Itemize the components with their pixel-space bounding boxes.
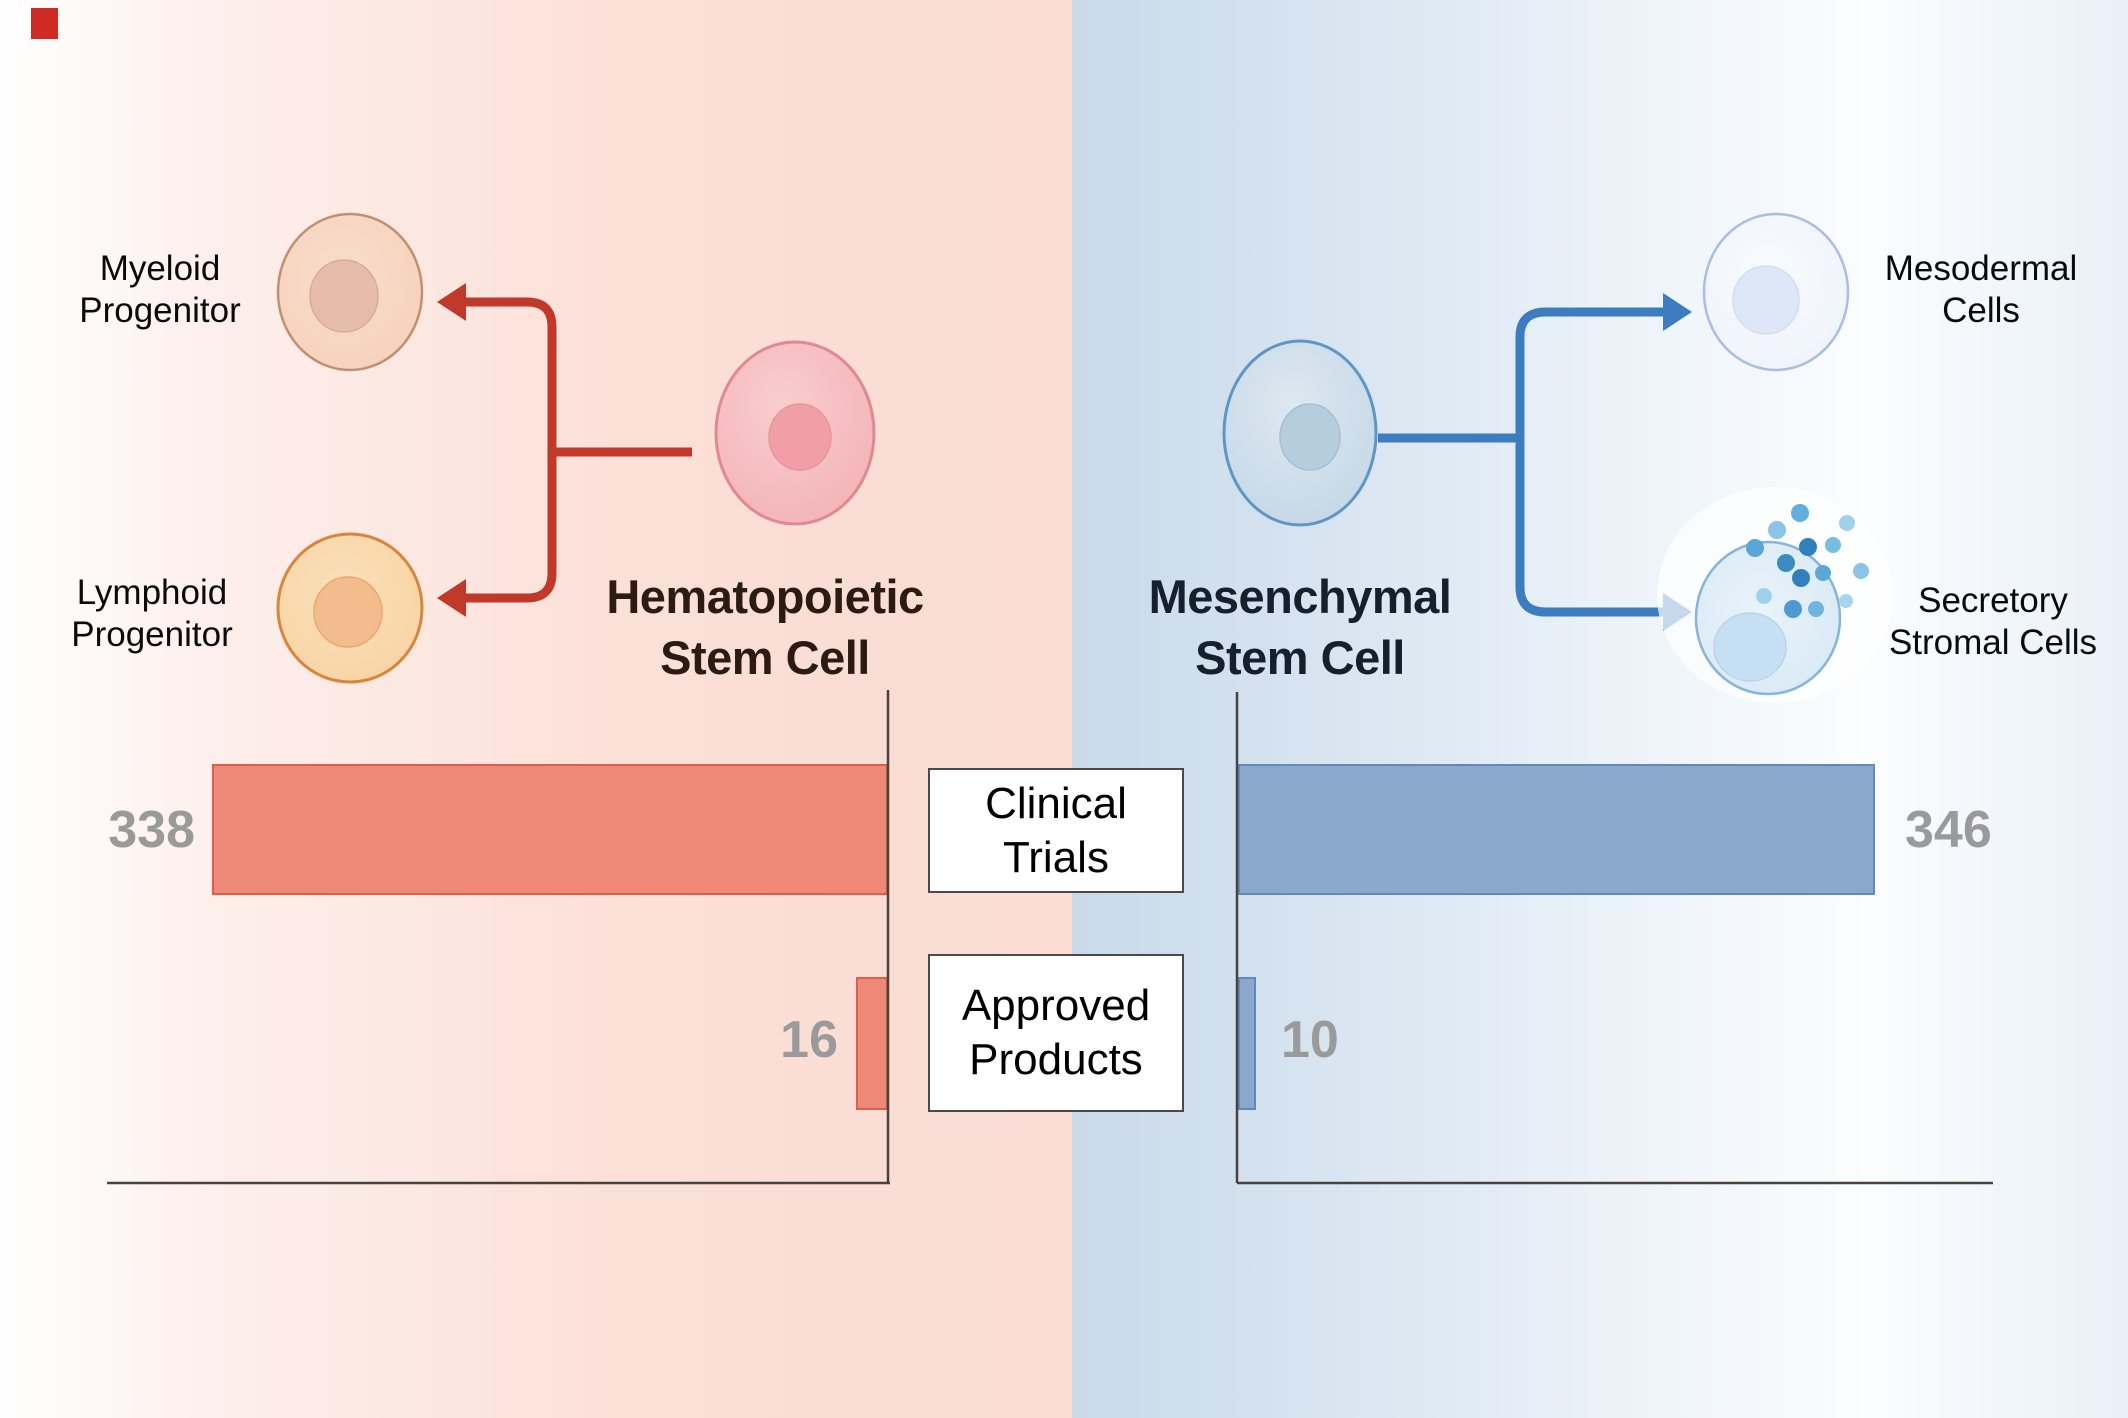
label-line: Secretory bbox=[1918, 581, 2068, 620]
value-hsc-approved-products: 16 bbox=[780, 1011, 838, 1069]
bar-hsc-clinical bbox=[212, 764, 888, 895]
title-line: Stem Cell bbox=[660, 631, 870, 684]
label-line: Myeloid bbox=[99, 249, 221, 288]
value-msc-clinical-trials: 346 bbox=[1905, 801, 1992, 859]
label-myeloid-progenitor: Myeloid Progenitor bbox=[10, 248, 310, 332]
bar-hsc-approved bbox=[856, 977, 888, 1110]
label-secretory-stromal-cells: Secretory Stromal Cells bbox=[1833, 580, 2128, 664]
label-line: Progenitor bbox=[79, 291, 241, 330]
bar-msc-approved bbox=[1238, 977, 1256, 1110]
hsc-panel-title: Hematopoietic Stem Cell bbox=[505, 566, 1025, 688]
label-line: Mesodermal bbox=[1884, 249, 2078, 288]
red-corner-mark bbox=[31, 8, 58, 39]
hsc-panel-background bbox=[0, 0, 1072, 1418]
title-line: Mesenchymal bbox=[1148, 570, 1452, 623]
approved-products-label: Approved Products bbox=[961, 981, 1151, 1084]
value-msc-approved-products: 10 bbox=[1281, 1011, 1339, 1069]
approved-products-box: Approved Products bbox=[928, 954, 1184, 1112]
label-mesodermal-cells: Mesodermal Cells bbox=[1831, 248, 2128, 332]
bar-msc-clinical bbox=[1238, 764, 1875, 895]
msc-panel-title: Mesenchymal Stem Cell bbox=[1040, 566, 1560, 688]
title-line: Stem Cell bbox=[1195, 631, 1405, 684]
label-line: Progenitor bbox=[71, 615, 233, 654]
title-line: Hematopoietic bbox=[606, 570, 924, 623]
label-line: Stromal Cells bbox=[1888, 623, 2098, 662]
label-line: Lymphoid bbox=[76, 573, 228, 612]
label-line: Cells bbox=[1942, 291, 2020, 330]
clinical-trials-box: Clinical Trials bbox=[928, 768, 1184, 893]
label-lymphoid-progenitor: Lymphoid Progenitor bbox=[2, 572, 302, 656]
msc-panel-background bbox=[1072, 0, 2128, 1418]
value-hsc-clinical-trials: 338 bbox=[108, 801, 195, 859]
clinical-trials-label: Clinical Trials bbox=[985, 778, 1127, 882]
